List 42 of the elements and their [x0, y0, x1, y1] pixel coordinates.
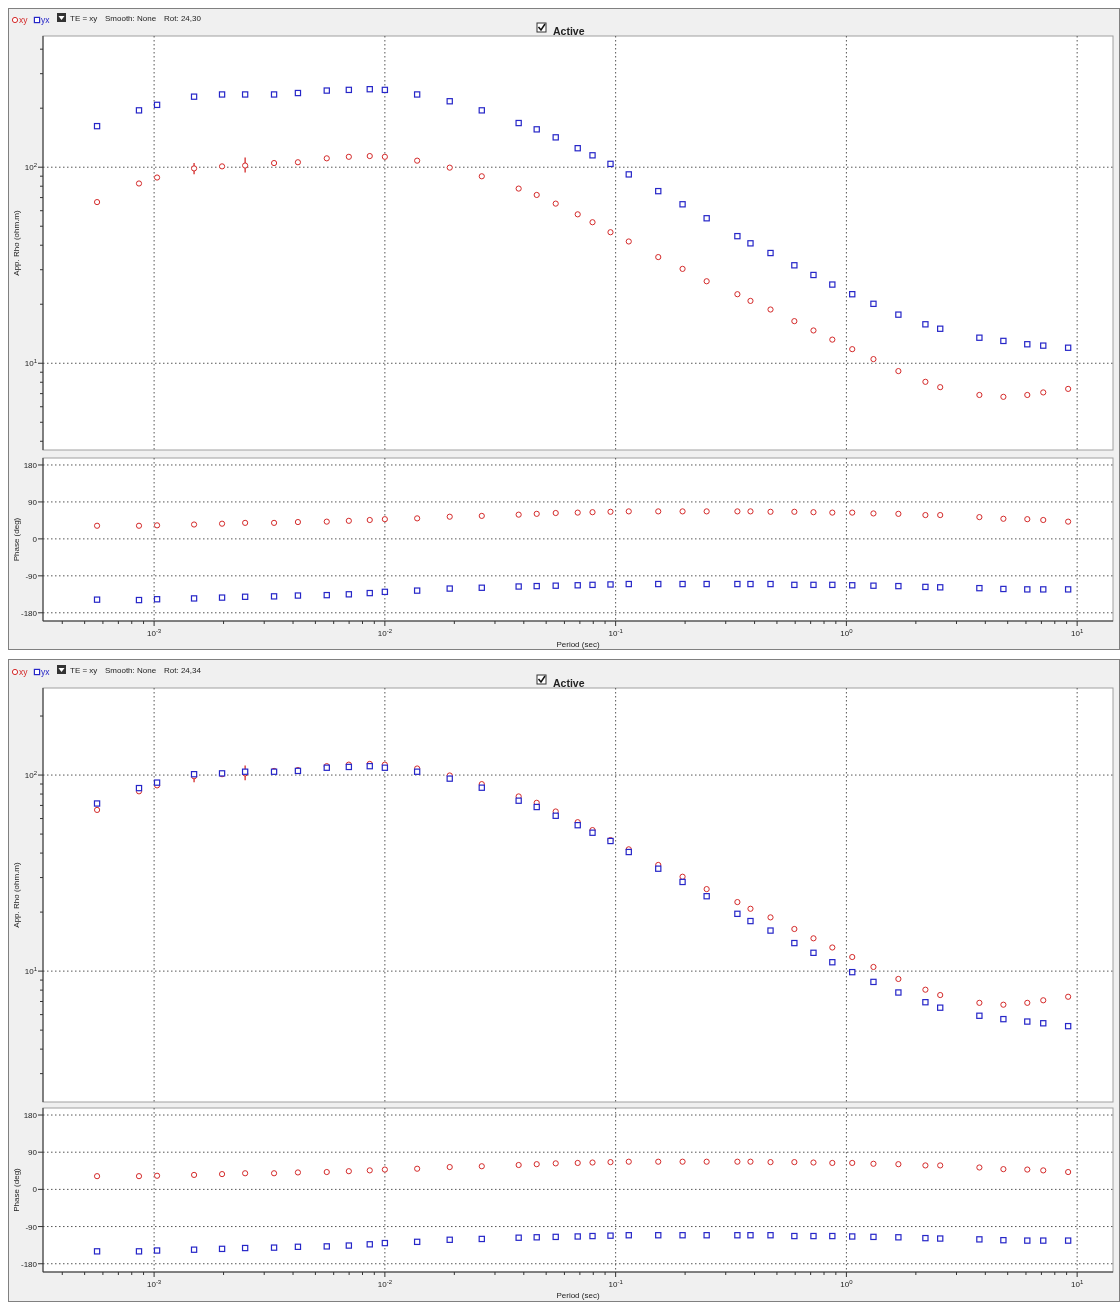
text: TE = xy [70, 666, 98, 675]
y-tick-label: 0 [32, 1185, 38, 1195]
y-tick-label: 10$^{2}$ [24, 162, 38, 173]
legend-label: yx [41, 667, 51, 677]
y-axis-title: App. Rho (ohm.m) [12, 861, 21, 928]
y-tick-label: 90 [28, 497, 38, 507]
x-axis-title: Period (sec) [556, 1291, 600, 1300]
y-tick-label: 10$^{2}$ [24, 770, 38, 781]
x-tick-label: 10$^{-1}$ [608, 1279, 624, 1289]
text: Smooth: None [105, 666, 157, 675]
annotation: Active [553, 25, 585, 37]
y-tick-label: -90 [25, 1222, 38, 1232]
y-axis-title: Phase (deg) [12, 517, 21, 562]
y-axis-title: Phase (deg) [12, 1167, 21, 1212]
x-tick-label: 10$^{0}$ [840, 1279, 854, 1289]
y-tick-label: -180 [20, 1259, 38, 1269]
y-axis-title: App. Rho (ohm.m) [12, 209, 21, 276]
x-tick-label: 10$^{0}$ [840, 628, 854, 638]
y-tick-label: 180 [23, 1111, 38, 1121]
y-tick-label: 180 [23, 460, 38, 470]
y-tick-label: -180 [20, 608, 38, 618]
x-tick-label: 10$^{-2}$ [377, 628, 393, 638]
x-axis-title: Period (sec) [556, 640, 600, 649]
x-tick-label: 10$^{1}$ [1071, 1279, 1084, 1289]
y-tick-label: 10$^{1}$ [24, 966, 38, 977]
annotation: Active [553, 677, 585, 689]
x-tick-label: 10$^{1}$ [1071, 628, 1084, 638]
legend-label: xy [19, 667, 29, 677]
x-tick-label: 10$^{-3}$ [146, 1279, 162, 1289]
y-tick-label: 90 [28, 1148, 38, 1158]
text: Rot: 24,30 [164, 14, 202, 23]
text: Smooth: None [105, 14, 157, 23]
y-tick-label: 0 [32, 534, 38, 544]
legend-label: xy [19, 15, 29, 25]
legend-label: yx [41, 15, 51, 25]
y-tick-label: -90 [25, 571, 38, 581]
text: TE = xy [70, 14, 98, 23]
x-tick-label: 10$^{-1}$ [608, 628, 624, 638]
x-tick-label: 10$^{-2}$ [377, 1279, 393, 1289]
text: Rot: 24,34 [164, 666, 202, 675]
y-tick-label: 10$^{1}$ [24, 358, 38, 369]
x-tick-label: 10$^{-3}$ [146, 628, 162, 638]
